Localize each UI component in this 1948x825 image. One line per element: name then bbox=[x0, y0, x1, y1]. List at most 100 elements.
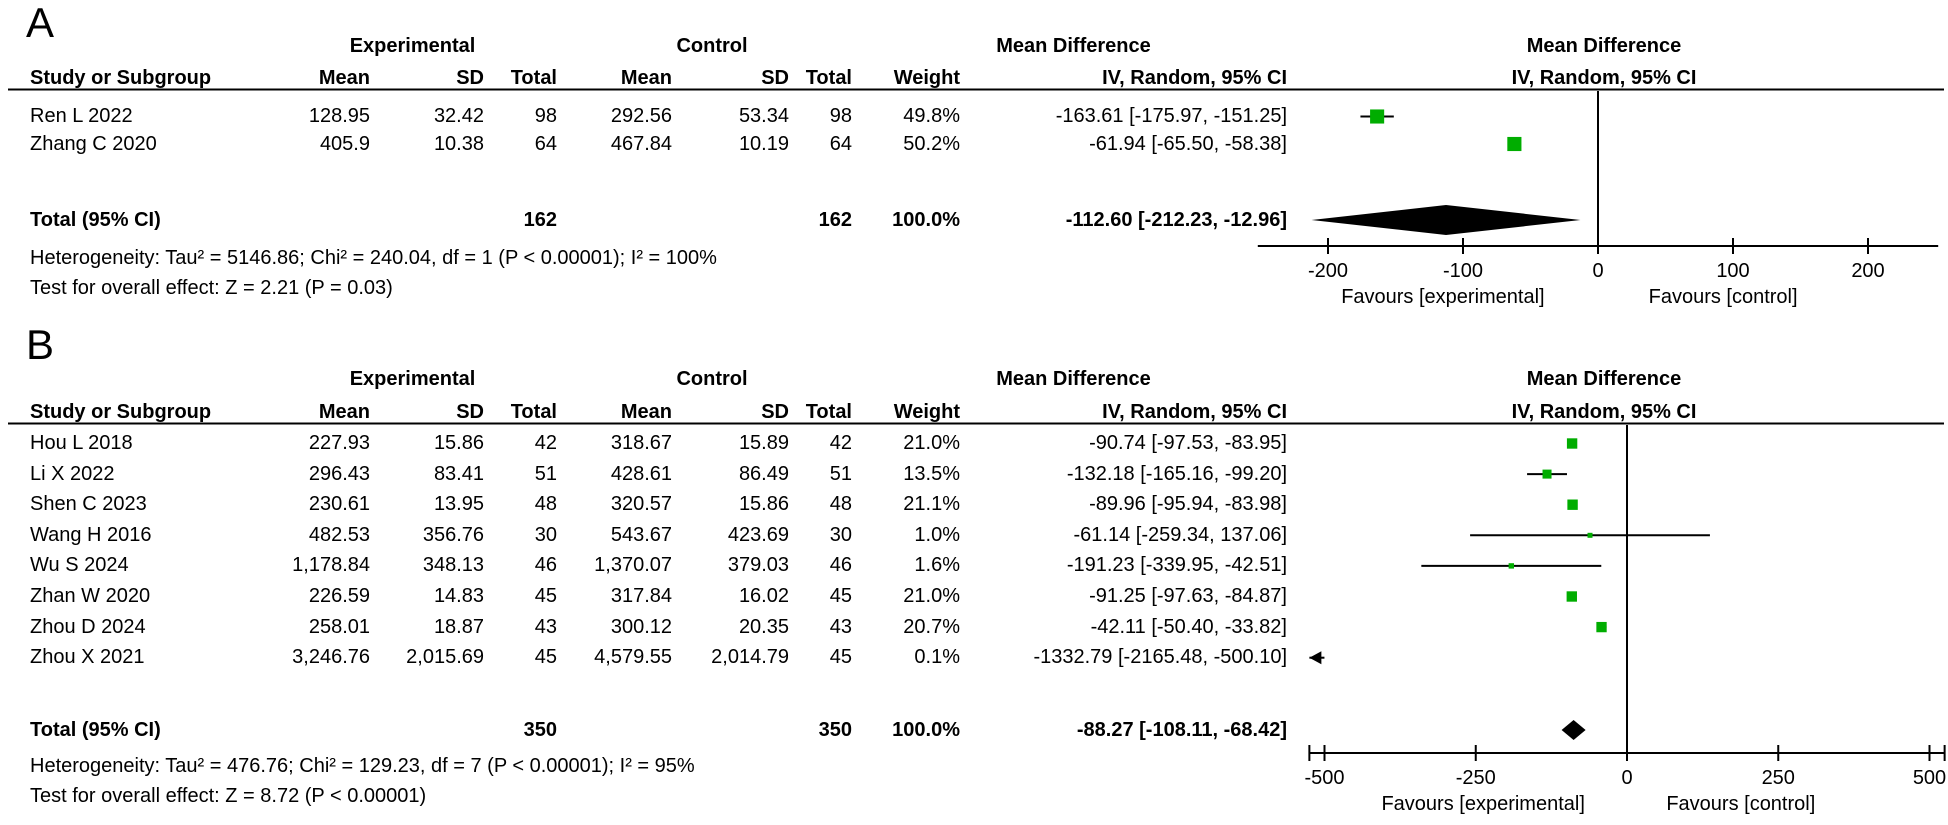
axis-tick-label: 100 bbox=[1716, 260, 1749, 282]
effect-square bbox=[1566, 438, 1578, 449]
axis-tick-label: 250 bbox=[1762, 767, 1795, 789]
cell-mean_e: 258.01 bbox=[308, 615, 370, 638]
total-experimental-header: Total bbox=[510, 67, 557, 89]
total-experimental-header: Total bbox=[510, 401, 557, 423]
weight-header: Weight bbox=[893, 401, 960, 423]
axis-tick-label: -100 bbox=[1443, 260, 1483, 282]
axis-tick-label: 500 bbox=[1913, 767, 1946, 789]
axis-tick-label: -200 bbox=[1308, 260, 1348, 282]
effect-square bbox=[1507, 136, 1522, 152]
effect-square bbox=[1508, 563, 1515, 569]
cell-ci_text: -61.94 [-65.50, -58.38] bbox=[1089, 132, 1287, 155]
cell-mean_c: 543.67 bbox=[610, 523, 672, 546]
cell-total_e: 43 bbox=[534, 615, 557, 638]
total-experimental-value: 350 bbox=[523, 719, 557, 741]
cell-mean_e: 482.53 bbox=[308, 523, 370, 546]
cell-ci_text: -91.25 [-97.63, -84.87] bbox=[1089, 585, 1287, 607]
control-group-header: Control bbox=[676, 368, 748, 390]
cell-mean_e: 405.9 bbox=[319, 132, 370, 155]
cell-mean_c: 300.12 bbox=[610, 615, 672, 638]
cell-ci_text: -90.74 [-97.53, -83.95] bbox=[1089, 432, 1287, 454]
cell-ci_text: -132.18 [-165.16, -99.20] bbox=[1066, 462, 1287, 485]
cell-sd_c: 379.03 bbox=[727, 554, 789, 577]
cell-sd_c: 53.34 bbox=[738, 105, 789, 127]
study-or-subgroup-header: Study or Subgroup bbox=[30, 67, 212, 89]
cell-mean_e: 1,178.84 bbox=[292, 554, 370, 577]
cell-sd_c: 423.69 bbox=[727, 523, 789, 546]
cell-study: Wu S 2024 bbox=[30, 554, 129, 577]
cell-sd_c: 15.86 bbox=[738, 493, 789, 516]
iv-random-ci-header: IV, Random, 95% CI bbox=[1102, 401, 1287, 423]
cell-weight: 1.0% bbox=[914, 523, 960, 546]
cell-total_c: 43 bbox=[829, 615, 852, 638]
mean-experimental-header: Mean bbox=[318, 401, 370, 423]
total-control-header: Total bbox=[805, 401, 852, 423]
heterogeneity-note: Heterogeneity: Tau² = 476.76; Chi² = 129… bbox=[30, 755, 695, 777]
mean-control-header: Mean bbox=[620, 67, 672, 89]
cell-sd_c: 20.35 bbox=[738, 615, 789, 638]
cell-sd_c: 16.02 bbox=[738, 585, 789, 607]
cell-total_e: 30 bbox=[534, 523, 557, 546]
cell-study: Hou L 2018 bbox=[30, 432, 133, 454]
axis-tick-label: 0 bbox=[1621, 767, 1632, 789]
cell-mean_e: 296.43 bbox=[308, 462, 370, 485]
total-diamond bbox=[1561, 720, 1586, 740]
cell-weight: 21.1% bbox=[903, 493, 960, 516]
iv-random-ci-plot-header: IV, Random, 95% CI bbox=[1511, 401, 1697, 423]
cell-weight: 21.0% bbox=[903, 585, 960, 607]
favours-left-label: Favours [experimental] bbox=[1381, 793, 1584, 815]
cell-total_c: 64 bbox=[829, 132, 852, 155]
cell-mean_c: 1,370.07 bbox=[594, 554, 672, 577]
cell-ci_text: -163.61 [-175.97, -151.25] bbox=[1055, 105, 1287, 127]
cell-mean_e: 227.93 bbox=[308, 432, 370, 454]
cell-total_e: 64 bbox=[534, 132, 557, 155]
mean-difference-plot-header: Mean Difference bbox=[1526, 35, 1682, 57]
cell-total_c: 46 bbox=[829, 554, 852, 577]
mean-control-header: Mean bbox=[620, 401, 672, 423]
cell-total_c: 42 bbox=[829, 432, 852, 454]
cell-total_c: 48 bbox=[829, 493, 852, 516]
total-control-header: Total bbox=[805, 67, 852, 89]
cell-sd_e: 356.76 bbox=[422, 523, 484, 546]
total-experimental-value: 162 bbox=[523, 209, 557, 231]
overall-effect-note: Test for overall effect: Z = 2.21 (P = 0… bbox=[30, 277, 393, 299]
cell-sd_c: 10.19 bbox=[738, 132, 789, 155]
cell-study: Zhang C 2020 bbox=[30, 132, 157, 155]
mean-difference-column-header: Mean Difference bbox=[996, 368, 1151, 390]
cell-mean_e: 128.95 bbox=[308, 105, 370, 127]
cell-sd_e: 10.38 bbox=[433, 132, 484, 155]
panel-b-label: B bbox=[26, 321, 55, 368]
effect-square bbox=[1566, 591, 1577, 602]
cell-sd_e: 83.41 bbox=[433, 462, 484, 485]
cell-sd_c: 2,014.79 bbox=[711, 646, 789, 669]
axis-tick-label: 200 bbox=[1851, 260, 1884, 282]
axis-tick-label: 0 bbox=[1592, 260, 1603, 282]
cell-sd_e: 14.83 bbox=[433, 585, 484, 607]
total-control-value: 350 bbox=[818, 719, 852, 741]
sd-control-header: SD bbox=[761, 67, 789, 89]
panel-a-label: A bbox=[26, 0, 55, 46]
effect-square bbox=[1567, 499, 1578, 510]
cell-weight: 13.5% bbox=[903, 462, 960, 485]
cell-sd_e: 32.42 bbox=[433, 105, 484, 127]
cell-weight: 49.8% bbox=[903, 105, 960, 127]
effect-square bbox=[1370, 109, 1385, 124]
effect-square bbox=[1542, 469, 1552, 479]
heterogeneity-note: Heterogeneity: Tau² = 5146.86; Chi² = 24… bbox=[30, 247, 717, 269]
cell-weight: 1.6% bbox=[914, 554, 960, 577]
cell-total_c: 98 bbox=[829, 105, 852, 127]
cell-mean_e: 230.61 bbox=[308, 493, 370, 516]
favours-right-label: Favours [control] bbox=[1649, 286, 1798, 308]
total-diamond bbox=[1311, 205, 1581, 235]
favours-right-label: Favours [control] bbox=[1666, 793, 1815, 815]
cell-total_c: 45 bbox=[829, 646, 852, 669]
cell-total_e: 45 bbox=[534, 646, 557, 669]
favours-left-label: Favours [experimental] bbox=[1341, 286, 1544, 308]
cell-ci_text: -191.23 [-339.95, -42.51] bbox=[1066, 554, 1287, 577]
total-ci-value: -112.60 [-212.23, -12.96] bbox=[1065, 209, 1287, 231]
cell-mean_c: 320.57 bbox=[610, 493, 672, 516]
cell-mean_c: 292.56 bbox=[610, 105, 672, 127]
forest-plot-panel-B: -500 -250 0 250 500 Favours [experimental] Fav… bbox=[8, 422, 1946, 815]
cell-total_c: 51 bbox=[829, 462, 852, 485]
